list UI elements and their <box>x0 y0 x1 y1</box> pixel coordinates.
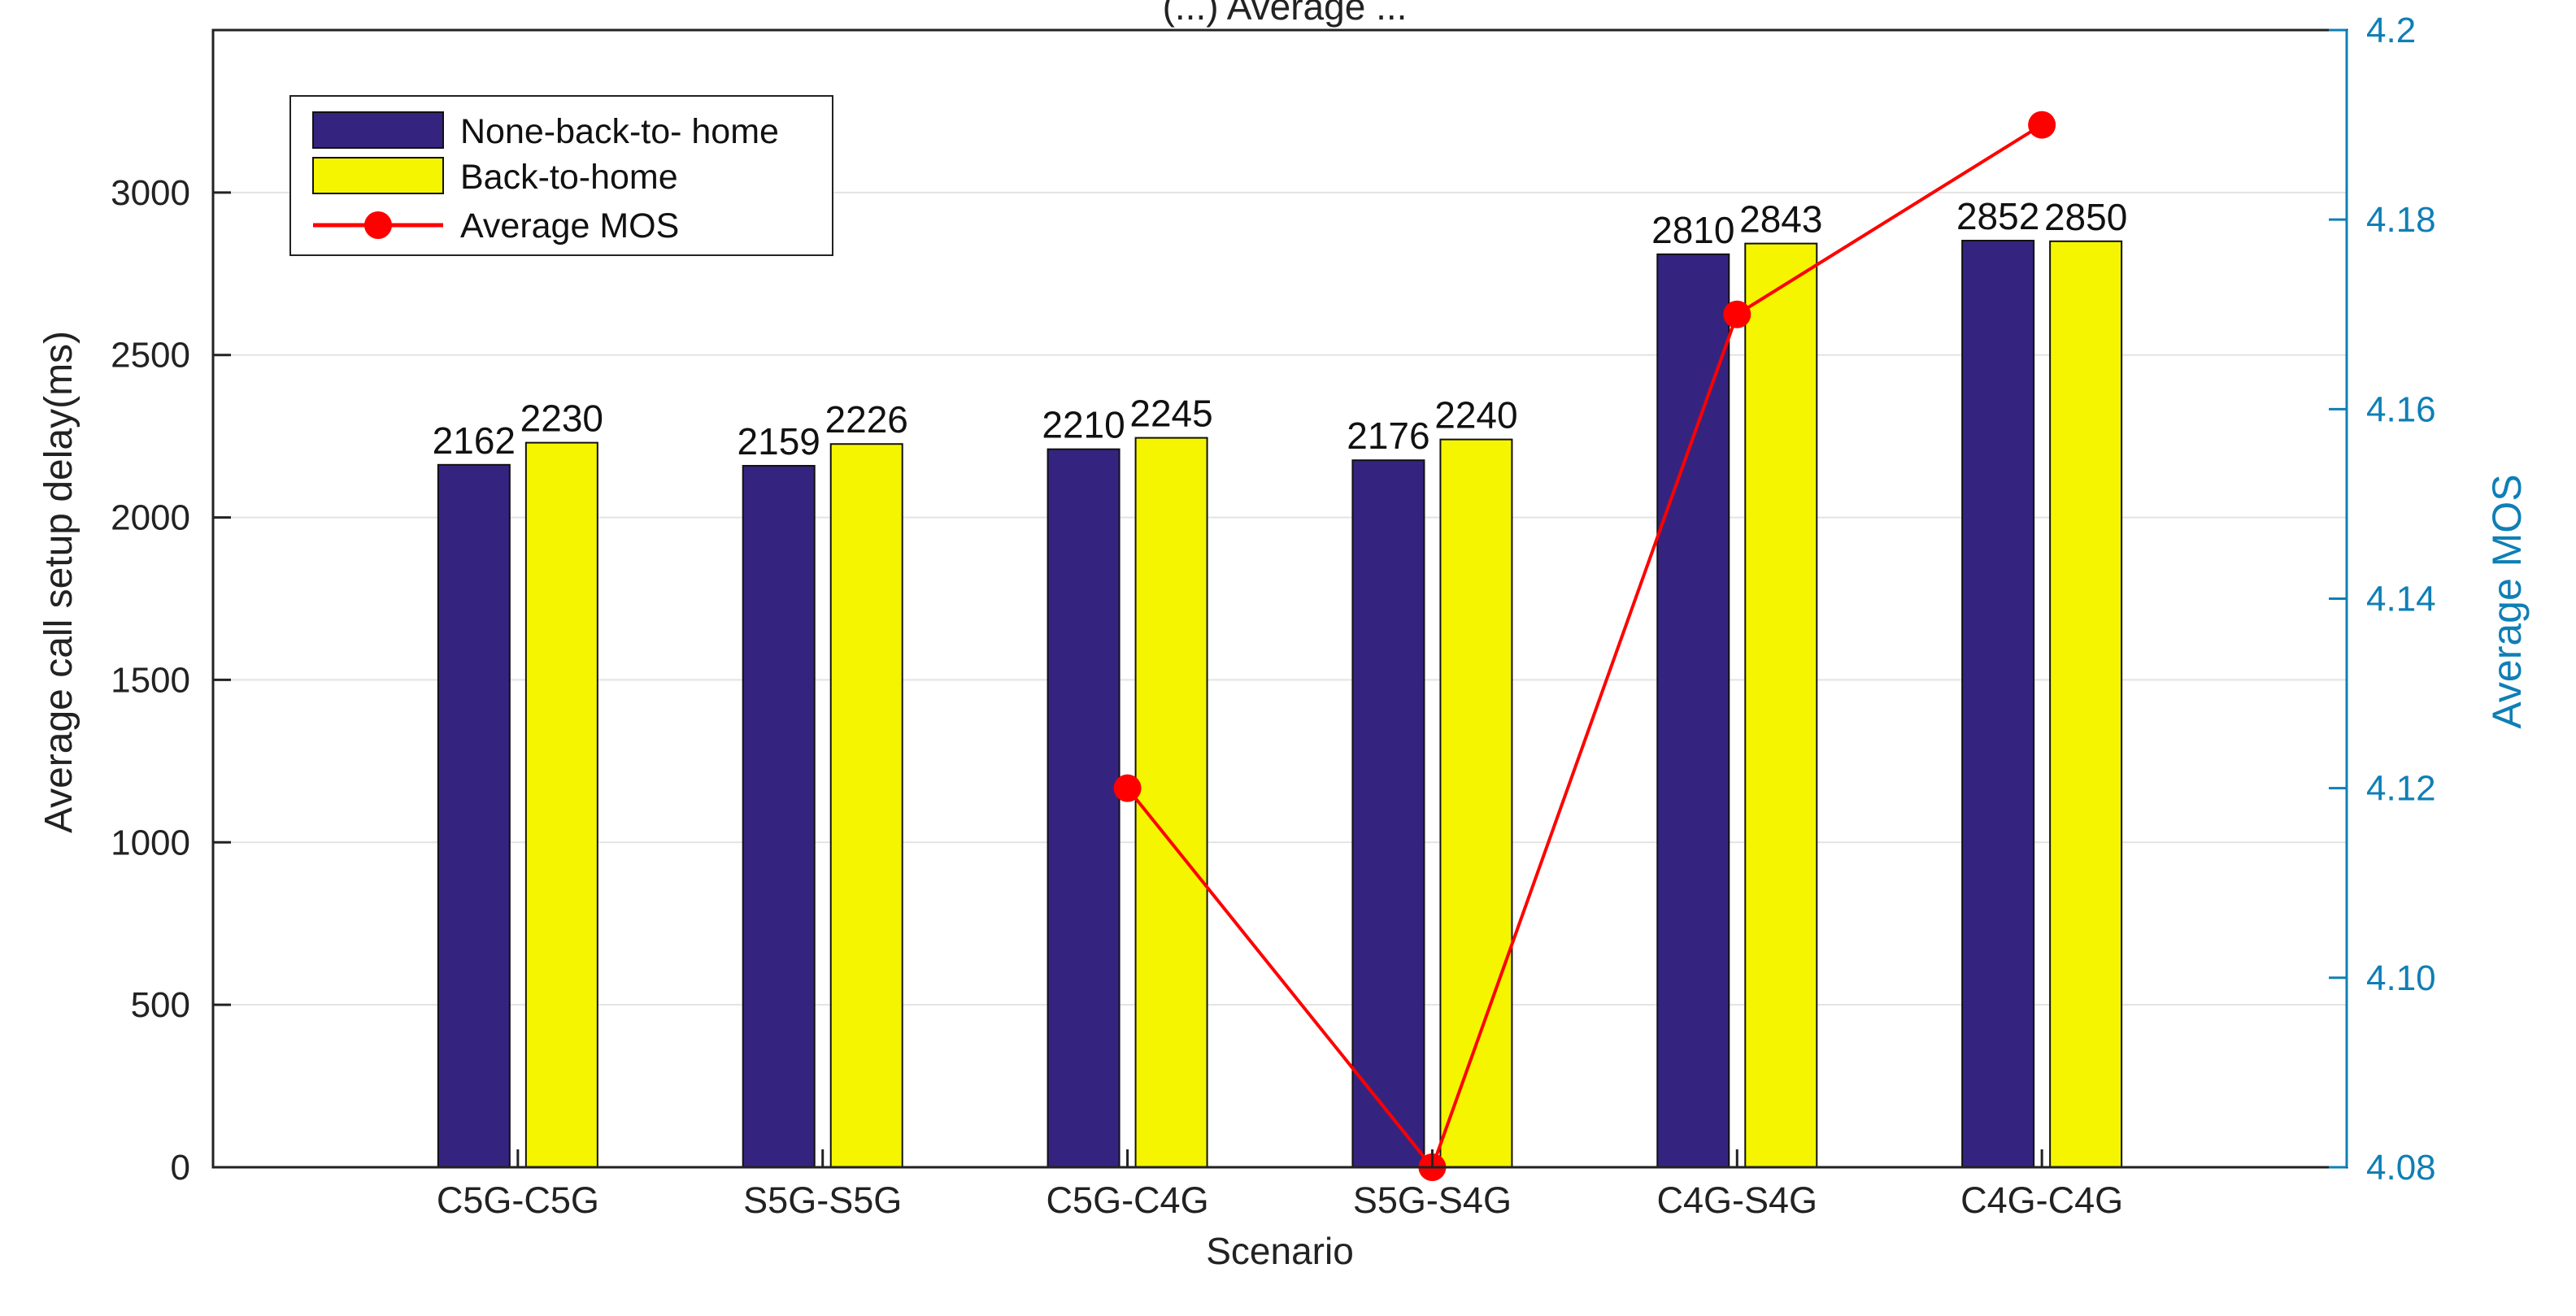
y-axis-label: Average call setup delay(ms) <box>37 331 80 833</box>
y2-tick-label: 4.2 <box>2366 11 2416 50</box>
mos-marker <box>1113 774 1142 802</box>
legend: None-back-to- home Back-to-home Average … <box>289 95 833 256</box>
bar-value-label: 2240 <box>1434 394 1517 436</box>
y-tick-label: 500 <box>131 985 190 1025</box>
y-tick-label: 1000 <box>111 823 190 862</box>
bar <box>1656 253 1730 1168</box>
bar-value-label: 2162 <box>433 419 516 462</box>
bar-value-label: 2810 <box>1651 209 1734 251</box>
bar <box>1439 438 1513 1168</box>
bar <box>437 463 511 1168</box>
bar-value-label: 2210 <box>1042 404 1125 446</box>
bar-value-label: 2850 <box>2044 196 2127 238</box>
y-tick-label: 2500 <box>111 336 190 376</box>
y2-tick-label: 4.12 <box>2366 769 2436 809</box>
x-tick-label: S5G-S5G <box>743 1179 902 1221</box>
y2-tick-label: 4.18 <box>2366 200 2436 240</box>
y2-tick-label: 4.08 <box>2366 1148 2436 1188</box>
bar-value-label: 2159 <box>738 420 820 463</box>
mos-line-path <box>1126 123 2043 1171</box>
bar-value-label: 2226 <box>825 398 908 441</box>
y-tick-label: 0 <box>171 1148 190 1188</box>
y-tick-label: 1500 <box>111 660 190 700</box>
legend-label-none-back-to-home: None-back-to- home <box>460 112 779 151</box>
bars <box>437 240 2123 1168</box>
bar-value-label: 2230 <box>520 397 603 440</box>
legend-label-back-to-home: Back-to-home <box>460 158 678 197</box>
bar <box>1351 459 1425 1168</box>
bar <box>1744 242 1818 1168</box>
legend-swatch-back-to-home <box>312 157 444 194</box>
bar-value-label: 2852 <box>1956 195 2039 237</box>
bar <box>1046 448 1120 1168</box>
y2-axis-label: Average MOS <box>2484 474 2530 728</box>
x-axis-label: Scenario <box>1206 1230 1354 1272</box>
x-tick-label: C4G-C4G <box>1960 1179 2123 1221</box>
y2-tick-label: 4.10 <box>2366 958 2436 998</box>
bar <box>829 443 903 1168</box>
y-tick-label: 3000 <box>111 173 190 213</box>
bar <box>1961 240 2035 1168</box>
left-axis: 0 500 1000 1500 2000 2500 3000 <box>111 173 231 1188</box>
bar-value-label: 2843 <box>1739 198 1822 241</box>
x-tick-label: C5G-C5G <box>437 1179 599 1221</box>
bar <box>2049 240 2123 1168</box>
mos-marker <box>1723 300 1751 328</box>
mos-marker <box>2028 111 2056 139</box>
bar-value-label: 2245 <box>1129 393 1212 435</box>
bar-value-label: 2176 <box>1347 415 1429 457</box>
x-axis: C5G-C5G S5G-S5G C5G-C4G S5G-S4G C4G-S4G C4G-C… <box>437 1149 2123 1221</box>
bar <box>1134 436 1208 1168</box>
y-tick-label: 2000 <box>111 498 190 538</box>
y2-tick-label: 4.14 <box>2366 580 2436 619</box>
legend-label-average-mos: Average MOS <box>460 206 679 245</box>
right-axis: 4.08 4.10 4.12 4.14 4.16 4.18 4.2 <box>2329 11 2436 1188</box>
mos-line <box>1113 111 2056 1181</box>
bar <box>524 441 598 1168</box>
x-tick-label: C5G-C4G <box>1046 1179 1209 1221</box>
bar <box>742 465 816 1168</box>
chart-title: (...) Average ... <box>1163 0 1408 28</box>
x-tick-label: S5G-S4G <box>1353 1179 1512 1221</box>
x-tick-label: C4G-S4G <box>1657 1179 1818 1221</box>
legend-swatch-none-back-to-home <box>312 111 444 149</box>
y2-tick-label: 4.16 <box>2366 389 2436 429</box>
legend-swatch-average-mos-marker <box>364 211 392 239</box>
